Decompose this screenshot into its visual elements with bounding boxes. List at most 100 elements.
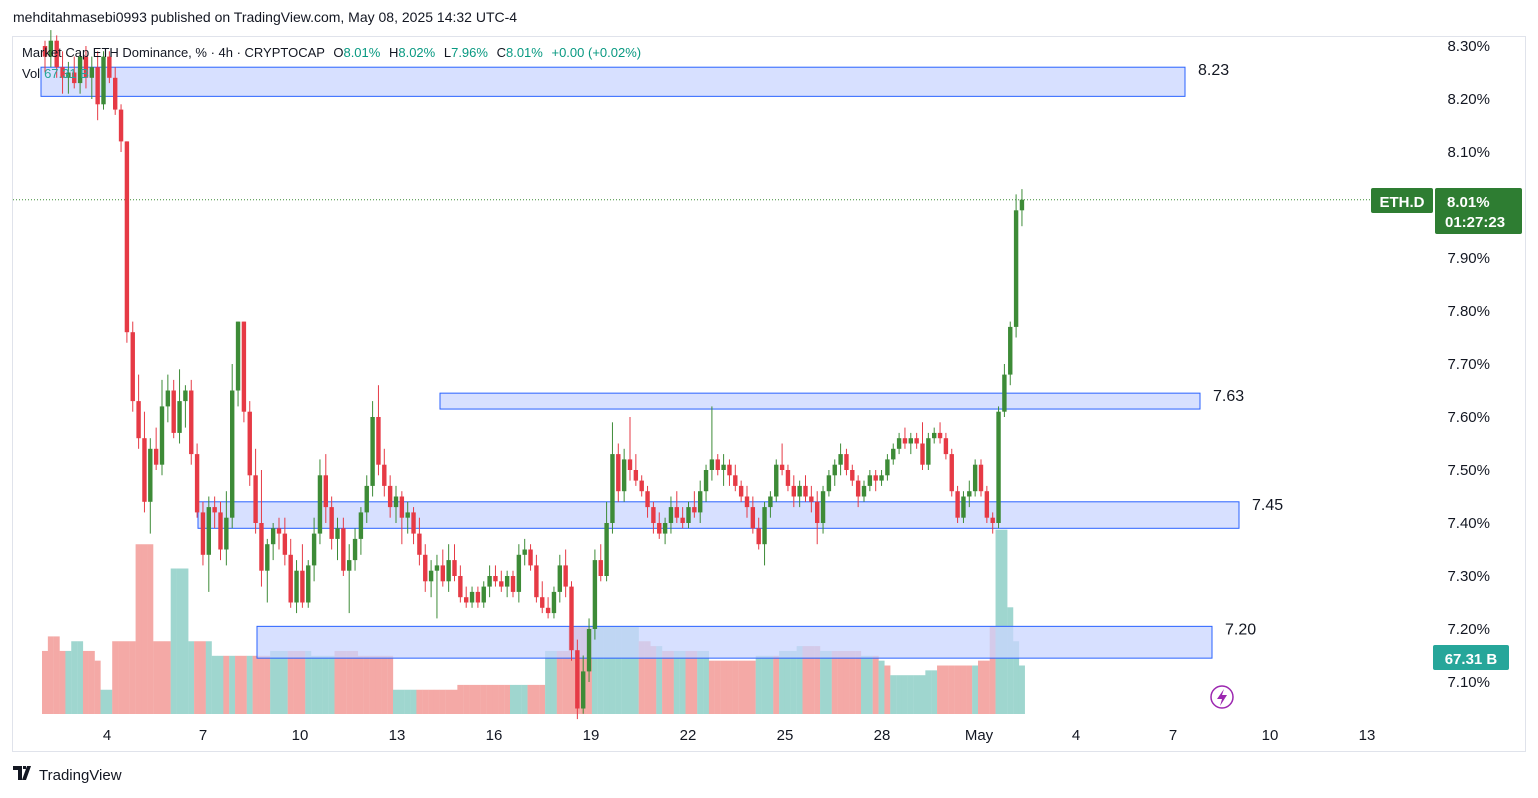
volume-bar [65,650,72,714]
volume-bar [995,529,1002,714]
volume-bar [966,665,973,714]
volume-bar [761,655,768,714]
candle-body [809,496,814,502]
volume-bar [235,655,242,714]
volume-bar [720,660,727,714]
candle-body [510,576,516,592]
volume-bar [369,655,376,714]
candle-body [159,406,165,465]
volume-bar [972,665,979,714]
tradingview-logo[interactable]: TradingView [13,766,122,784]
close-value: 8.01% [505,45,543,60]
volume-bar [322,655,329,714]
candle-body [867,475,873,486]
volume-bar [656,646,663,714]
volume-bar [334,650,341,714]
candle-body [703,470,709,492]
volume-bar [311,655,318,714]
candle-body [347,560,352,571]
candle-body [540,597,545,608]
candle-body [826,475,832,492]
volume-bar [983,660,990,714]
candle-body [557,565,562,592]
candle-body [364,485,369,513]
y-tick-label: 8.10% [1447,144,1490,161]
volume-bar [53,636,60,714]
symbol-label[interactable]: Market Cap ETH Dominance, % · 4h · CRYPT… [22,45,325,60]
volume-label[interactable]: Vol [22,66,41,81]
volume-bar [270,650,277,714]
volume-bar [749,660,756,714]
volume-bar [609,626,616,714]
volume-bar [164,641,171,714]
volume-bar [398,689,405,714]
low-value: 7.96% [451,45,488,60]
volume-bar [47,636,54,714]
volume-bar [433,689,440,714]
candle-body [66,72,71,78]
publisher-line: mehditahmasebi0993 published on TradingV… [13,9,518,25]
volume-bar [176,568,183,714]
candle-body [487,576,492,587]
candle-body [387,485,393,508]
candle-body [949,454,954,492]
candle-body [651,507,656,523]
candle-body [604,523,609,576]
volume-bar [82,650,89,714]
candle-body [528,549,533,566]
x-tick-label: 7 [1169,727,1177,744]
volume-bar [188,641,195,714]
volume-bar [492,684,499,714]
volume-bar [357,655,364,714]
zone-label: 8.23 [1198,62,1229,79]
candle-body [446,560,451,582]
candle-body [370,417,375,486]
volume-bar [316,655,323,714]
candle-body [575,650,580,709]
volume-bar [744,660,750,714]
volume-bar [849,650,856,714]
x-tick-label: May [965,727,994,744]
y-tick-label: 7.40% [1447,515,1490,532]
candle-body [680,517,685,523]
volume-bar [100,689,107,714]
volume-bar [843,650,850,714]
volume-bar [159,641,165,714]
candle-body [756,528,761,545]
candle-body [142,438,147,502]
volume-value: 67.31 B [44,66,89,81]
lightning-icon[interactable] [1210,685,1234,709]
candle-body [850,470,855,481]
candle-body [522,549,527,555]
candle-body [633,470,639,481]
volume-bar [281,650,288,714]
volume-bar [978,660,984,714]
candle-body [399,496,405,518]
volume-bar [615,626,622,714]
candle-body [306,565,311,603]
volume-bar [779,650,786,714]
candle-body [130,332,135,402]
candle-body [674,507,679,518]
zone-label: 7.63 [1213,388,1244,405]
x-tick-label: 28 [874,727,891,744]
volume-bar [954,665,961,714]
volume-bar [182,568,189,714]
candle-body [657,523,662,534]
volume-bar [960,665,967,714]
volume-bar [305,650,312,714]
zone-label: 7.45 [1252,497,1283,514]
candle-body [709,459,715,470]
volume-bar [428,689,435,714]
candle-body [1019,199,1025,211]
tradingview-brand: TradingView [39,766,122,784]
volume-bar [293,650,300,714]
x-tick-label: 4 [103,727,111,744]
ticker-tag [1371,188,1433,213]
x-tick-label: 10 [292,727,309,744]
candle-body [908,438,913,444]
high-value: 8.02% [398,45,436,60]
candle-body [136,401,141,439]
candle-body [452,560,457,576]
